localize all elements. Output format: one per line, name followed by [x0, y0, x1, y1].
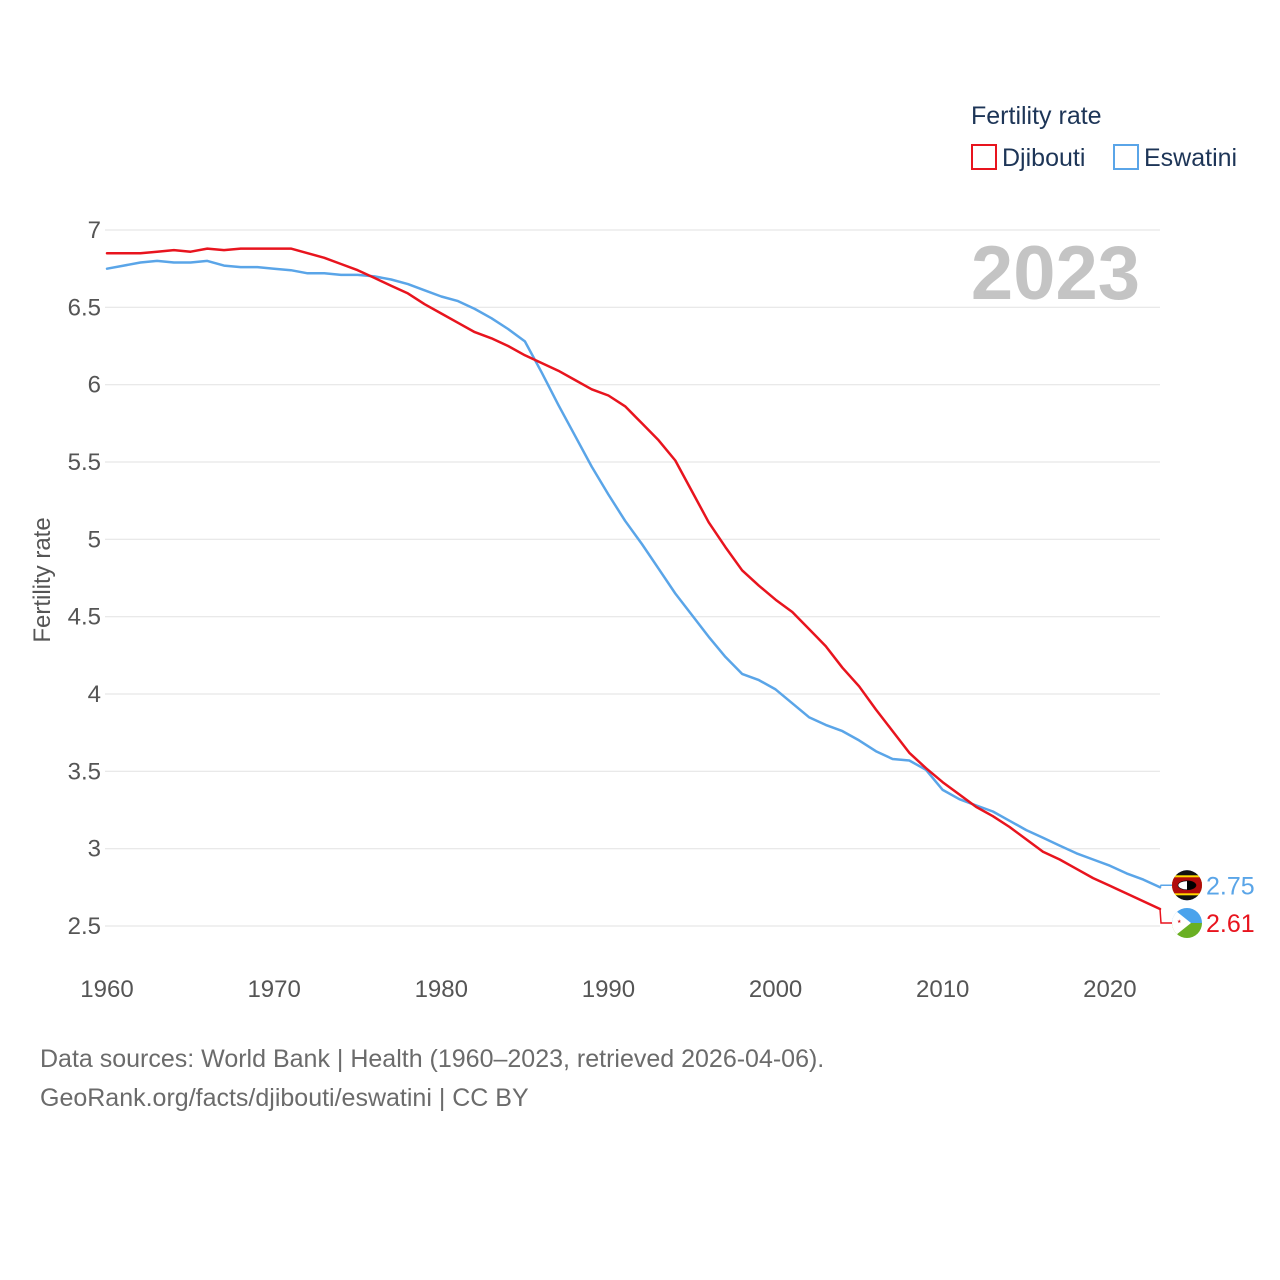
- y-tick-label: 5.5: [68, 449, 101, 476]
- x-tick-label: 1980: [415, 976, 468, 1003]
- grid-lines: [105, 229, 1160, 927]
- djibouti-leader-line: [1159, 908, 1175, 924]
- legend-item-djibouti[interactable]: Djibouti: [971, 144, 1085, 172]
- y-axis-label: Fertility rate: [29, 517, 56, 642]
- eswatini-flag-icon: [1172, 870, 1202, 901]
- series-lines: [105, 247, 1162, 911]
- y-tick-label: 7: [88, 217, 101, 244]
- eswatini-end-marker: 2.75: [1159, 870, 1255, 901]
- legend-title: Fertility rate: [971, 102, 1102, 130]
- djibouti-end-marker: 2.61: [1159, 908, 1255, 938]
- y-tick-label: 2.5: [68, 913, 101, 940]
- y-tick-label: 6: [88, 372, 101, 399]
- eswatini-end-value: 2.75: [1206, 872, 1255, 900]
- series-line-eswatini: [105, 259, 1162, 889]
- legend-swatch-djibouti: [971, 144, 997, 170]
- x-tick-label: 1960: [80, 976, 133, 1003]
- series-line-djibouti: [105, 247, 1162, 911]
- x-tick-label: 2010: [916, 976, 969, 1003]
- y-tick-label: 3: [88, 836, 101, 863]
- y-tick-label: 3.5: [68, 758, 101, 785]
- footer-attribution[interactable]: GeoRank.org/facts/djibouti/eswatini | CC…: [40, 1084, 529, 1112]
- footer-sources: Data sources: World Bank | Health (1960–…: [40, 1045, 825, 1073]
- djibouti-end-value: 2.61: [1206, 910, 1255, 938]
- y-tick-label: 6.5: [68, 294, 101, 321]
- x-tick-label: 2020: [1083, 976, 1136, 1003]
- x-tick-label: 1990: [582, 976, 635, 1003]
- y-tick-label: 4: [88, 681, 101, 708]
- eswatini-leader-line: [1159, 884, 1175, 888]
- x-tick-label: 1970: [247, 976, 300, 1003]
- y-tick-label: 4.5: [68, 604, 101, 631]
- legend: Fertility rate Djibouti Eswatini: [971, 102, 1237, 172]
- legend-label-djibouti: Djibouti: [1002, 144, 1085, 172]
- x-axis-ticks: 1960 1970 1980 1990 2000 2010 2020: [80, 976, 1136, 1003]
- y-axis-ticks: 2.5 3 3.5 4 4.5 5 5.5 6 6.5 7: [68, 217, 101, 940]
- djibouti-flag-icon: [1172, 908, 1202, 938]
- current-year-label: 2023: [971, 231, 1140, 316]
- x-tick-label: 2000: [749, 976, 802, 1003]
- legend-item-eswatini[interactable]: Eswatini: [1113, 144, 1237, 172]
- legend-label-eswatini: Eswatini: [1144, 144, 1237, 172]
- legend-swatch-eswatini: [1113, 144, 1139, 170]
- y-tick-label: 5: [88, 526, 101, 553]
